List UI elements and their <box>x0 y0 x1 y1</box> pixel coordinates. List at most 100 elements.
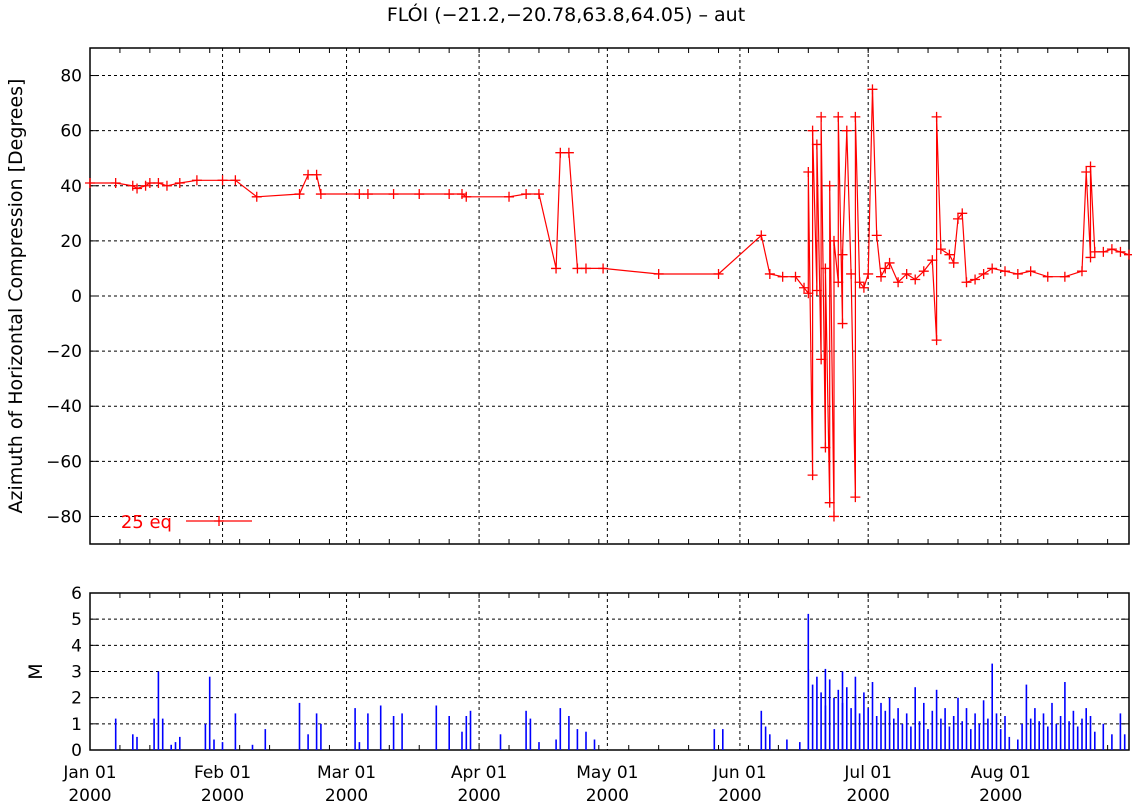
azimuth-point <box>1115 246 1126 257</box>
azimuth-point <box>893 277 904 288</box>
x-tick-year: 2000 <box>457 786 500 804</box>
azimuth-point <box>1124 249 1132 260</box>
azimuth-point <box>918 266 929 277</box>
azimuth-point <box>961 277 972 288</box>
azimuth-y-tick-label: 0 <box>71 287 82 307</box>
magnitude-y-tick-label: 3 <box>71 663 82 683</box>
azimuth-point <box>1025 266 1036 277</box>
azimuth-point <box>653 268 664 279</box>
magnitude-y-tick-label: 4 <box>71 636 82 656</box>
azimuth-point <box>957 208 968 219</box>
azimuth-point <box>837 249 848 260</box>
x-tick-label: May 01 <box>576 763 638 783</box>
azimuth-y-tick-label: 80 <box>60 67 82 87</box>
azimuth-point <box>191 175 202 186</box>
azimuth-point <box>572 263 583 274</box>
x-tick-label: Aug 01 <box>971 763 1031 783</box>
azimuth-point <box>927 255 938 266</box>
azimuth-point <box>533 189 544 200</box>
magnitude-y-tick-label: 6 <box>71 584 82 604</box>
x-tick-label: Jul 01 <box>843 763 892 783</box>
azimuth-point <box>1042 271 1053 282</box>
azimuth-point <box>850 492 861 503</box>
azimuth-y-tick-label: −40 <box>46 397 82 417</box>
azimuth-point <box>867 84 878 95</box>
azimuth-point <box>110 178 121 189</box>
azimuth-point <box>388 189 399 200</box>
azimuth-point <box>713 268 724 279</box>
azimuth-point <box>1085 161 1096 172</box>
x-tick-year: 2000 <box>586 786 629 804</box>
azimuth-point <box>144 178 155 189</box>
azimuth-point <box>217 175 228 186</box>
azimuth-point <box>140 180 151 191</box>
azimuth-point <box>85 178 95 189</box>
x-tick-label: Mar 01 <box>317 763 376 783</box>
azimuth-y-tick-label: −60 <box>46 452 82 472</box>
azimuth-point <box>127 180 138 191</box>
magnitude-y-tick-label: 0 <box>71 741 82 761</box>
azimuth-point <box>880 263 891 274</box>
azimuth-point <box>153 178 164 189</box>
azimuth-point <box>944 249 955 260</box>
x-tick-year: 2000 <box>201 786 244 804</box>
azimuth-point <box>910 274 921 285</box>
azimuth-point <box>799 282 810 293</box>
azimuth-point <box>1081 167 1092 177</box>
magnitude-y-tick-label: 1 <box>71 715 82 735</box>
azimuth-point <box>841 125 852 136</box>
azimuth-point <box>807 470 818 481</box>
azimuth-point <box>294 189 305 200</box>
azimuth-point <box>948 257 959 268</box>
azimuth-y-tick-label: 20 <box>60 232 82 252</box>
azimuth-point <box>230 175 241 186</box>
azimuth-y-axis-label: Azimuth of Horizontal Compression [Degre… <box>5 79 27 514</box>
azimuth-point <box>311 169 322 180</box>
azimuth-point <box>1076 266 1087 277</box>
legend-marker <box>214 516 224 526</box>
azimuth-point <box>756 230 767 241</box>
azimuth-point <box>354 189 365 200</box>
x-tick-year: 2000 <box>979 786 1022 804</box>
azimuth-y-tick-label: −80 <box>46 507 82 527</box>
azimuth-point <box>414 189 425 200</box>
azimuth-point <box>315 189 326 200</box>
azimuth-point <box>846 268 857 279</box>
azimuth-point <box>854 277 865 288</box>
azimuth-point <box>833 277 844 288</box>
azimuth-point <box>504 191 515 202</box>
azimuth-point <box>251 191 262 202</box>
azimuth-point <box>303 169 314 180</box>
azimuth-point <box>1089 246 1100 257</box>
azimuth-point <box>952 213 963 224</box>
azimuth-point <box>563 147 574 158</box>
azimuth-point <box>1059 271 1070 282</box>
azimuth-point <box>1106 244 1117 255</box>
azimuth-point <box>816 354 827 365</box>
x-tick-year: 2000 <box>718 786 761 804</box>
azimuth-point <box>362 189 373 200</box>
azimuth-point <box>132 183 143 194</box>
azimuth-point <box>828 235 839 246</box>
azimuth-point <box>978 268 989 279</box>
azimuth-series-line <box>90 89 1130 517</box>
azimuth-point <box>551 263 562 274</box>
azimuth-point <box>777 271 788 282</box>
azimuth-point <box>764 268 775 279</box>
azimuth-point <box>820 263 831 274</box>
x-tick-label: Feb 01 <box>194 763 251 783</box>
azimuth-point <box>1085 252 1096 263</box>
x-tick-year: 2000 <box>68 786 111 804</box>
azimuth-point <box>598 263 609 274</box>
x-tick-label: Jun 01 <box>712 763 767 783</box>
azimuth-point <box>901 268 912 279</box>
azimuth-point <box>807 125 818 136</box>
azimuth-point <box>1098 246 1109 257</box>
azimuth-point <box>884 257 895 268</box>
azimuth-point <box>161 180 172 191</box>
azimuth-point <box>580 263 591 274</box>
azimuth-point <box>1000 266 1010 277</box>
magnitude-y-axis-label: M <box>25 663 47 679</box>
